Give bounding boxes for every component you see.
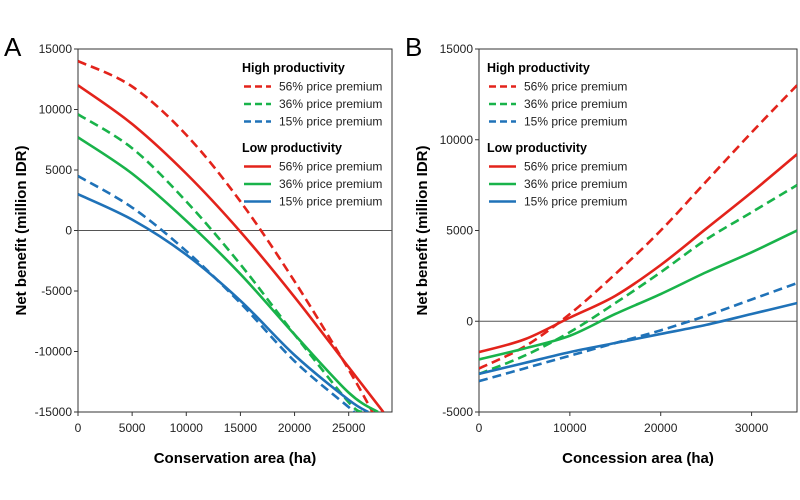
legend-entry-label: 56% price premium <box>524 160 627 174</box>
y-axis-label: Net benefit (million IDR) <box>414 146 431 316</box>
legend: High productivity 56% price premium 36% pr… <box>487 61 627 209</box>
panel-letter: A <box>4 32 22 62</box>
x-tick-label: 15000 <box>224 421 258 435</box>
x-tick-label: 30000 <box>735 421 769 435</box>
x-tick-label: 10000 <box>170 421 204 435</box>
legend-entry-label: 36% price premium <box>524 97 627 111</box>
legend-entry-label: 36% price premium <box>524 177 627 191</box>
series-line-solid-5 <box>78 193 369 412</box>
x-axis-label: Concession area (ha) <box>562 450 714 467</box>
y-tick-label: 10000 <box>39 103 73 117</box>
series-line-dashed-0 <box>78 59 374 412</box>
x-axis-label: Conservation area (ha) <box>154 450 317 467</box>
series-line-dashed-1 <box>78 113 364 412</box>
y-tick-label: -5000 <box>41 284 72 298</box>
series-group <box>78 59 385 412</box>
series-line-dashed-0 <box>479 84 797 370</box>
x-tick-label: 5000 <box>119 421 146 435</box>
y-axis-label: Net benefit (million IDR) <box>13 146 30 316</box>
legend-entry-label: 56% price premium <box>279 160 382 174</box>
x-tick-label: 0 <box>476 421 483 435</box>
x-tick-label: 10000 <box>553 421 587 435</box>
x-tick-label: 20000 <box>278 421 312 435</box>
legend-entry-label: 36% price premium <box>279 97 382 111</box>
legend-heading: Low productivity <box>487 141 587 155</box>
series-line-solid-4 <box>78 136 379 412</box>
legend-heading: High productivity <box>242 61 345 75</box>
legend-heading: High productivity <box>487 61 590 75</box>
y-tick-label: 5000 <box>45 163 72 177</box>
legend-entry-label: 36% price premium <box>279 177 382 191</box>
series-group <box>479 84 797 383</box>
series-line-solid-3 <box>479 153 797 354</box>
legend-entry-label: 15% price premium <box>524 115 627 129</box>
series-line-dashed-1 <box>479 184 797 376</box>
y-tick-label: -15000 <box>35 405 73 419</box>
y-tick-label: 15000 <box>440 42 474 56</box>
legend-entry-label: 56% price premium <box>524 80 627 94</box>
series-line-dashed-2 <box>479 281 797 383</box>
y-tick-label: 0 <box>466 314 473 328</box>
y-tick-label: -10000 <box>35 345 73 359</box>
x-tick-label: 0 <box>75 421 82 435</box>
panel-letter: B <box>405 32 422 62</box>
legend: High productivity 56% price premium 36% pr… <box>242 61 382 209</box>
y-tick-label: 0 <box>65 224 72 238</box>
series-line-solid-4 <box>479 229 797 361</box>
series-line-solid-5 <box>479 301 797 376</box>
legend-entry-label: 15% price premium <box>279 195 382 209</box>
legend-heading: Low productivity <box>242 141 342 155</box>
y-tick-label: 5000 <box>446 224 473 238</box>
series-line-solid-3 <box>78 84 385 412</box>
legend-entry-label: 56% price premium <box>279 80 382 94</box>
legend-entry-label: 15% price premium <box>279 115 382 129</box>
legend-entry-label: 15% price premium <box>524 195 627 209</box>
y-tick-label: 15000 <box>39 42 73 56</box>
series-line-dashed-2 <box>78 174 356 412</box>
x-tick-label: 25000 <box>332 421 366 435</box>
y-tick-label: 10000 <box>440 133 474 147</box>
y-tick-label: -5000 <box>442 405 473 419</box>
x-tick-label: 20000 <box>644 421 678 435</box>
